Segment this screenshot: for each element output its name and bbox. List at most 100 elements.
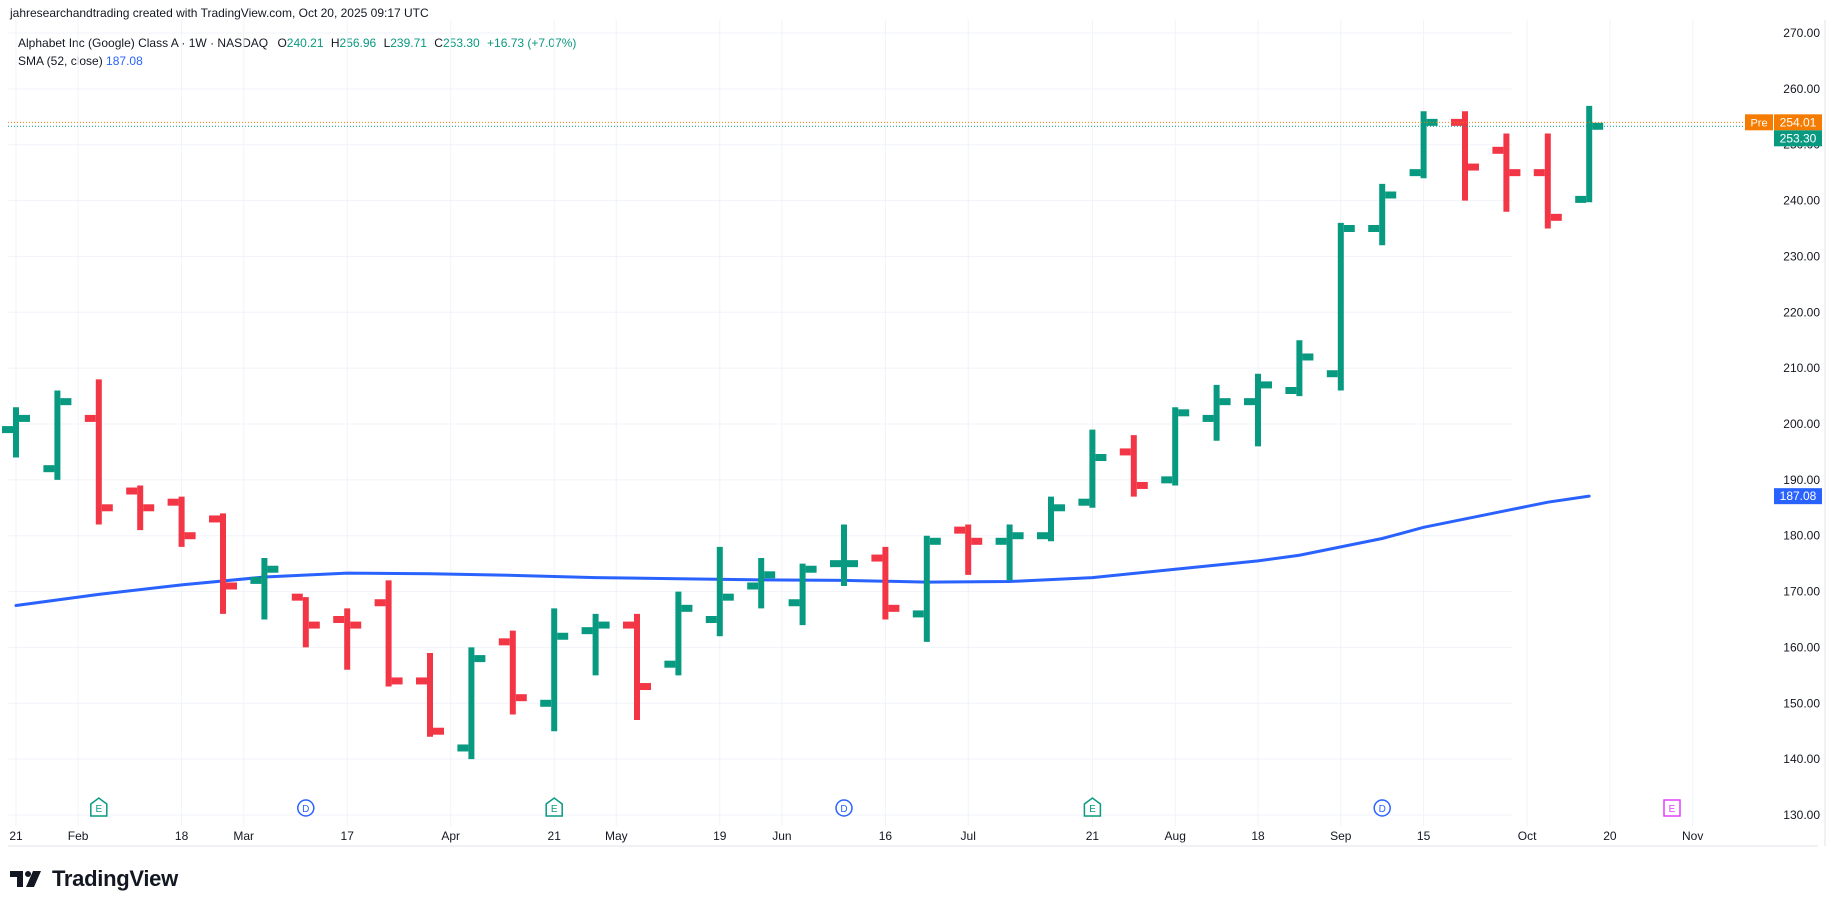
time-tick-label: Aug bbox=[1165, 829, 1186, 843]
time-tick-label: 17 bbox=[341, 829, 355, 843]
sma-label[interactable]: SMA (52, close) bbox=[18, 54, 103, 68]
sma-value: 187.08 bbox=[106, 54, 143, 68]
dividend-marker: D bbox=[835, 799, 853, 817]
price-tick-label: 140.00 bbox=[1783, 752, 1820, 766]
price-tick-label: 200.00 bbox=[1783, 417, 1820, 431]
time-tick-label: 21 bbox=[1086, 829, 1100, 843]
price-tick-label: 210.00 bbox=[1783, 361, 1820, 375]
time-tick-label: Oct bbox=[1518, 829, 1537, 843]
tradingview-brand[interactable]: TradingView bbox=[10, 866, 178, 892]
event-marker-label: D bbox=[840, 804, 847, 815]
sma-line bbox=[14, 494, 1591, 608]
symbol-label[interactable]: Alphabet Inc (Google) Class A · 1W · NAS… bbox=[18, 36, 269, 50]
event-marker-label: E bbox=[551, 804, 558, 815]
time-tick-label: 21 bbox=[9, 829, 23, 843]
ohlc-bar bbox=[995, 524, 1024, 581]
ohlc-bar bbox=[747, 558, 776, 609]
ohlc-bar bbox=[664, 591, 693, 676]
ohlc-bar bbox=[540, 608, 569, 732]
price-tick-label: 180.00 bbox=[1783, 529, 1820, 543]
earnings-icon bbox=[545, 797, 563, 817]
ohlc-bar bbox=[581, 613, 610, 676]
sma-legend-row: SMA (52, close) 187.08 bbox=[18, 52, 580, 70]
price-tick-label: 220.00 bbox=[1783, 305, 1820, 319]
earnings-marker: E bbox=[545, 797, 563, 817]
ohlc-bar bbox=[912, 535, 941, 642]
price-axis: 130.00 140.00 150.00 160.00 170.00 180.00 190.… bbox=[1783, 26, 1820, 822]
ohlc-bar bbox=[1575, 105, 1604, 203]
time-tick-label: May bbox=[605, 829, 628, 843]
low-value: 239.71 bbox=[390, 36, 427, 50]
ohlc-bar bbox=[954, 524, 983, 575]
last-price-value: 253.30 bbox=[1780, 131, 1817, 145]
earnings-marker: E bbox=[1083, 797, 1102, 817]
dividend-icon bbox=[297, 799, 315, 817]
ohlc-bar bbox=[416, 653, 444, 737]
price-tick-label: 130.00 bbox=[1783, 808, 1820, 822]
ohlc-bar bbox=[871, 546, 900, 620]
close-value: 253.30 bbox=[442, 36, 480, 50]
price-tick-label: 150.00 bbox=[1783, 696, 1820, 710]
ohlc-bar bbox=[1326, 222, 1355, 391]
ohlc-bar bbox=[333, 608, 362, 670]
ohlc-bar bbox=[457, 647, 486, 760]
ohlc-bar bbox=[1409, 111, 1438, 179]
ohlc-bar bbox=[126, 485, 155, 531]
chart-grid bbox=[8, 20, 1826, 847]
dividend-icon bbox=[835, 799, 853, 817]
price-tick-label: 260.00 bbox=[1783, 82, 1820, 96]
ohlc-bar bbox=[1202, 384, 1231, 441]
tradingview-logo-icon bbox=[10, 871, 41, 887]
pre-price-bg bbox=[1774, 114, 1822, 131]
time-tick-label: Jun bbox=[772, 829, 791, 843]
dividend-marker: D bbox=[297, 799, 315, 817]
event-marker-label: E bbox=[1669, 804, 1676, 815]
ohlc-bar bbox=[1533, 133, 1562, 229]
pre-market-price-label: Pre 254.01 bbox=[1745, 114, 1822, 131]
earnings-marker: E bbox=[90, 797, 108, 817]
earnings-marker: E bbox=[1663, 799, 1681, 817]
event-marker-label: D bbox=[1379, 804, 1386, 815]
ohlc-bar bbox=[291, 593, 320, 648]
price-tick-label: 240.00 bbox=[1783, 194, 1820, 208]
ohlc-bar bbox=[1244, 373, 1272, 447]
ohlc-bar bbox=[623, 613, 651, 721]
time-tick-label: Feb bbox=[68, 829, 89, 843]
sma-price-bg bbox=[1774, 488, 1822, 505]
low-label: L bbox=[383, 36, 391, 50]
ohlc-bar bbox=[1368, 183, 1397, 246]
price-tick-label: 230.00 bbox=[1783, 249, 1820, 263]
ohlc-bar bbox=[84, 379, 113, 525]
time-axis: 21 Feb 18 Mar 17 Apr 21 May 19 Jun 16 Jul 21 Aug 18 Sep… bbox=[9, 829, 1703, 843]
ohlc-bar bbox=[1451, 111, 1479, 201]
price-lines bbox=[8, 121, 1745, 127]
ohlc-bar bbox=[1119, 435, 1148, 497]
ohlc-bar bbox=[43, 390, 72, 480]
sma-price-value: 187.08 bbox=[1780, 489, 1817, 503]
open-value: 240.21 bbox=[286, 36, 324, 50]
last-price-label: 253.30 bbox=[1774, 130, 1822, 147]
ohlc-bar bbox=[1078, 429, 1107, 508]
earnings-icon bbox=[90, 797, 108, 817]
high-value: 256.96 bbox=[339, 36, 377, 50]
event-marker-label: E bbox=[1089, 804, 1096, 815]
pre-tag-bg bbox=[1745, 114, 1773, 131]
sma-price-label: 187.08 bbox=[1774, 488, 1822, 505]
event-marker-label: E bbox=[95, 804, 102, 815]
price-labels: Pre 254.01 253.30 187.08 bbox=[1745, 114, 1822, 505]
ohlc-bar bbox=[209, 513, 237, 614]
ohlc-bar bbox=[1285, 340, 1314, 397]
dividend-marker: D bbox=[1373, 799, 1391, 817]
price-tick-label: 170.00 bbox=[1783, 585, 1820, 599]
earnings-icon bbox=[1083, 797, 1102, 817]
time-tick-label: 16 bbox=[879, 829, 893, 843]
time-tick-label: 18 bbox=[1251, 829, 1265, 843]
ohlc-bar bbox=[830, 524, 858, 586]
sma-layer bbox=[14, 494, 1591, 608]
time-tick-label: 18 bbox=[175, 829, 189, 843]
time-tick-label: 20 bbox=[1603, 829, 1617, 843]
open-label: O bbox=[277, 36, 287, 50]
time-tick-label: Jul bbox=[961, 829, 976, 843]
time-tick-label: Nov bbox=[1682, 829, 1703, 843]
